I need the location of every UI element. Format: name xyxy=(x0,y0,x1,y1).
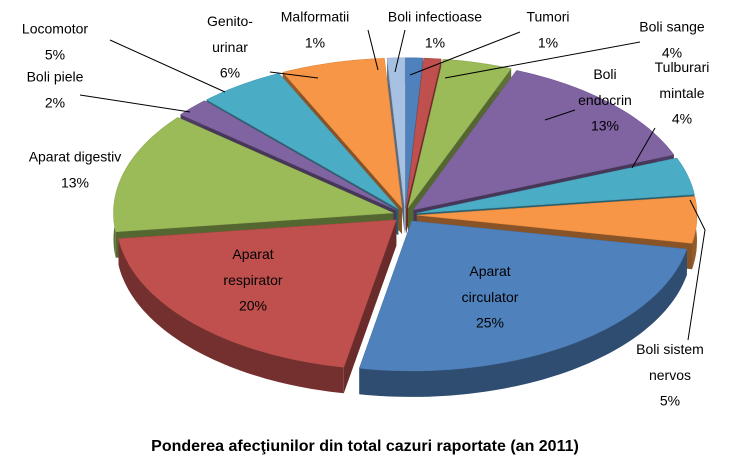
value-label: 5% xyxy=(660,393,680,409)
slice xyxy=(416,196,698,244)
slice xyxy=(405,57,424,208)
value-label: 4% xyxy=(662,45,682,61)
leader-line xyxy=(544,109,576,121)
value-label: 1% xyxy=(425,35,445,51)
slice-label: Genito-urinar xyxy=(207,13,253,55)
leader-line xyxy=(444,41,641,79)
slice-label: Aparat circulator xyxy=(462,263,519,305)
value-label: 13% xyxy=(61,175,89,191)
value-label: 2% xyxy=(45,95,65,111)
leader-line xyxy=(631,127,656,169)
slice xyxy=(358,220,688,397)
slice-label: Locomotor xyxy=(22,21,88,37)
slice xyxy=(358,220,688,372)
value-label: 1% xyxy=(538,35,558,51)
value-label: 4% xyxy=(672,111,692,127)
slice-label: Aparat respirator xyxy=(223,246,282,288)
slice-label: Boli sistem nervos xyxy=(636,341,704,383)
slice-label: Aparat digestiv xyxy=(29,149,122,165)
value-label: 20% xyxy=(239,298,267,314)
slice-side xyxy=(387,58,405,234)
leader-line xyxy=(394,29,406,73)
slice xyxy=(113,117,394,233)
value-label: 5% xyxy=(45,47,65,63)
slice xyxy=(179,100,397,211)
chart-title: Ponderea afecţiunilor din total cazuri r… xyxy=(151,438,579,455)
value-label: 1% xyxy=(305,35,325,51)
slice-label: Malformatii xyxy=(281,9,349,25)
slice-side xyxy=(118,238,344,394)
slice-label: Boli infectioase xyxy=(388,9,482,25)
slice-side xyxy=(359,249,687,397)
leader-line xyxy=(409,31,521,76)
leader-line xyxy=(109,39,226,93)
slice xyxy=(405,57,442,208)
slice xyxy=(386,57,405,208)
slice-side xyxy=(343,219,397,394)
leader-line xyxy=(367,29,379,71)
slice-label: Boli endocrin xyxy=(578,66,632,108)
slice xyxy=(416,157,695,214)
slice-label: Tulburari mintale xyxy=(655,59,710,101)
value-label: 13% xyxy=(591,118,619,134)
value-label: 6% xyxy=(220,65,240,81)
slice xyxy=(282,58,403,209)
slice xyxy=(386,57,405,234)
slice-label: Boli piele xyxy=(27,69,84,85)
leader-line xyxy=(687,199,706,341)
slice xyxy=(412,70,675,211)
slice-label: Boli sange xyxy=(639,19,705,35)
slice xyxy=(118,219,397,368)
leader-line xyxy=(269,71,319,79)
leader-line xyxy=(79,94,191,113)
slice xyxy=(206,73,399,210)
value-label: 25% xyxy=(476,315,504,331)
slice xyxy=(118,219,397,394)
slice-label: Tumori xyxy=(526,9,569,25)
